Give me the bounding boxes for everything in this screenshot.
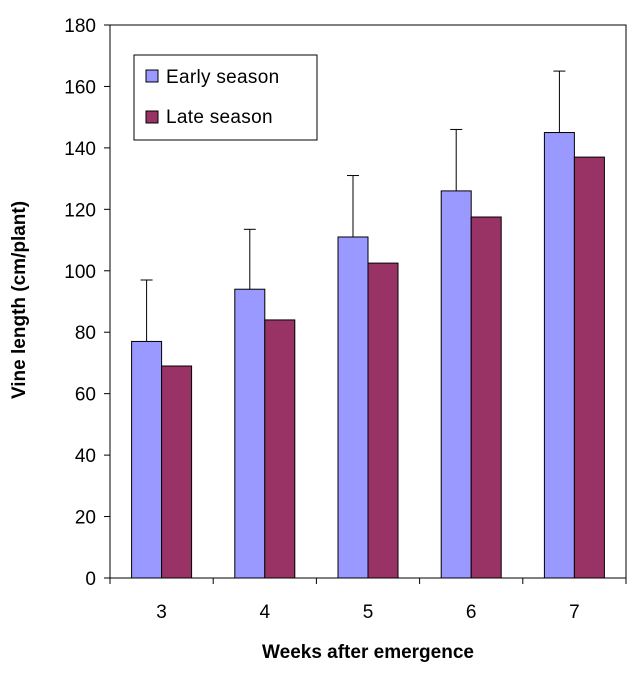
bar-early-season-4 xyxy=(234,288,266,579)
y-tick-label-140: 140 xyxy=(64,139,96,160)
legend-label-early-season: Early season xyxy=(166,67,279,88)
y-tick-label-160: 160 xyxy=(64,77,96,98)
y-tick-label-40: 40 xyxy=(75,446,96,467)
bar-early-season-3 xyxy=(131,340,163,579)
y-tick-label-20: 20 xyxy=(75,508,96,529)
bar-late-season-6 xyxy=(470,216,502,579)
bar-late-season-3 xyxy=(161,365,193,579)
bar-late-season-7 xyxy=(573,156,605,579)
legend-swatch-late-season xyxy=(145,110,159,124)
bar-early-season-7 xyxy=(543,132,575,579)
y-tick-label-80: 80 xyxy=(75,323,96,344)
legend-swatch-early-season xyxy=(145,69,159,83)
y-tick-label-180: 180 xyxy=(64,16,96,37)
x-tick-label-4: 4 xyxy=(260,602,271,623)
y-tick-label-100: 100 xyxy=(64,262,96,283)
x-tick-label-7: 7 xyxy=(569,602,580,623)
x-tick-label-5: 5 xyxy=(363,602,374,623)
y-tick-label-60: 60 xyxy=(75,385,96,406)
y-tick-labels: 0 20 40 60 80 100 120 140 160 180 xyxy=(64,16,96,590)
y-tick-label-0: 0 xyxy=(85,569,96,590)
x-tick-labels: 3 4 5 6 7 xyxy=(156,602,579,623)
y-axis-title: Vine length (cm/plant) xyxy=(9,201,30,399)
x-axis-title: Weeks after emergence xyxy=(262,642,474,663)
y-tick-label-120: 120 xyxy=(64,200,96,221)
x-tick-label-6: 6 xyxy=(466,602,477,623)
bar-late-season-4 xyxy=(264,319,296,579)
bar-early-season-6 xyxy=(440,190,472,579)
legend-label-late-season: Late season xyxy=(166,107,273,128)
bars-layer xyxy=(131,132,605,579)
axes-layer xyxy=(104,24,627,584)
x-tick-label-3: 3 xyxy=(156,602,167,623)
bar-early-season-5 xyxy=(337,236,369,579)
bar-late-season-5 xyxy=(367,262,399,579)
legend-box xyxy=(133,54,318,141)
error-bars-layer xyxy=(140,70,566,342)
legend: Early season Late season xyxy=(133,54,318,141)
